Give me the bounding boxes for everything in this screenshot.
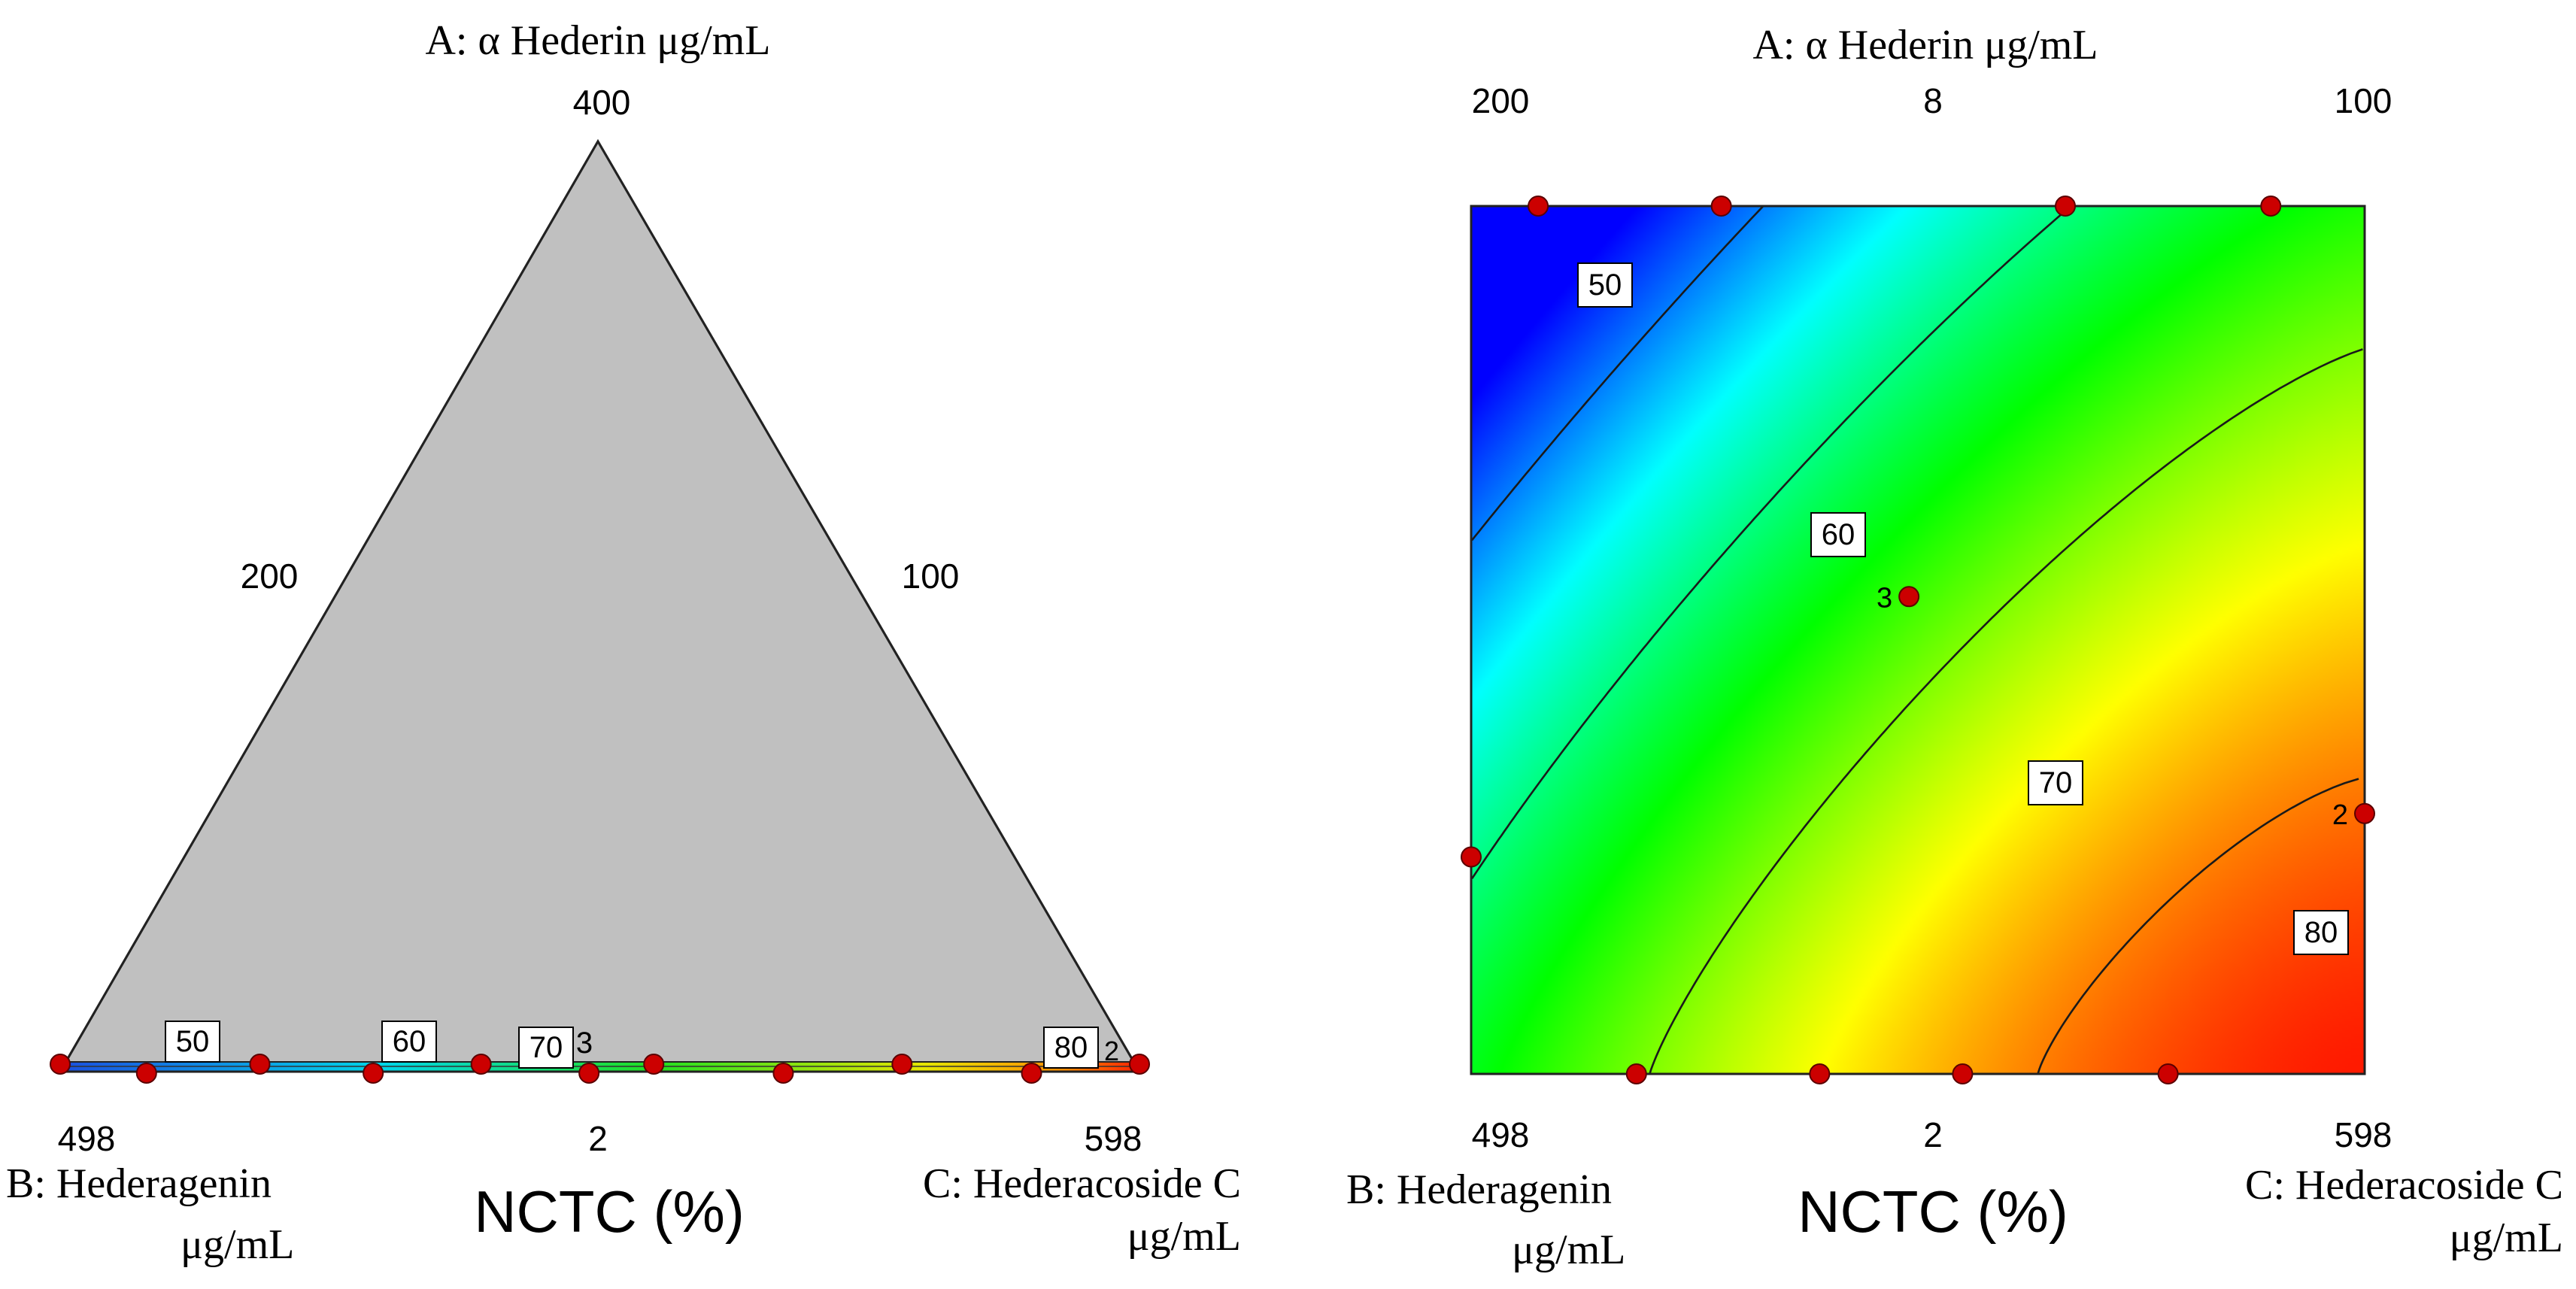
top-axis-label: A: α Hederin μg/mL — [1752, 22, 2098, 68]
vertex-c-label-line2: μg/mL — [1127, 1213, 1241, 1260]
contour-chart: A: α Hederin μg/mL 200 8 100 50 60 70 80… — [1346, 22, 2563, 1273]
ternary-design-point — [891, 1054, 913, 1075]
vertex-b-label-line1: B: Hederagenin — [6, 1160, 272, 1207]
contour-label-80: 80 — [2293, 910, 2349, 955]
svg-text:70: 70 — [2039, 766, 2073, 799]
bottom-tick-mid: 2 — [1923, 1115, 1943, 1154]
left-edge-tick-label: 200 — [241, 557, 299, 596]
ternary-point-label-2: 2 — [1104, 1036, 1119, 1066]
design-point — [1528, 196, 1549, 217]
ternary-design-points — [50, 1054, 1150, 1084]
b-axis-label-line2: μg/mL — [1512, 1227, 1625, 1273]
bottom-tick-left: 498 — [1472, 1115, 1530, 1154]
svg-text:60: 60 — [1822, 518, 1855, 551]
ternary-chart: A: α Hederin μg/mL 400 200 100 50 60 70 … — [6, 17, 1241, 1268]
contour-lines — [1471, 206, 2363, 1074]
design-point — [2157, 1063, 2179, 1084]
design-point-label: 2 — [2332, 799, 2348, 831]
contour-label-50: 50 — [1577, 262, 1633, 308]
ternary-design-point — [1129, 1054, 1150, 1075]
design-point — [2260, 196, 2282, 217]
bottom-mid-tick-label: 2 — [588, 1119, 608, 1158]
ternary-gray-region — [58, 139, 1142, 1073]
right-edge-tick-label: 100 — [902, 557, 960, 596]
design-points: 32 — [1461, 196, 2375, 1084]
svg-text:50: 50 — [176, 1025, 210, 1058]
ternary-design-point — [50, 1054, 71, 1075]
design-point — [1898, 586, 1920, 608]
bottom-left-tick-label: 498 — [58, 1119, 116, 1158]
ternary-design-point — [470, 1054, 492, 1075]
vertex-b-label-line2: μg/mL — [181, 1221, 294, 1268]
ternary-response-label: NCTC (%) — [474, 1178, 745, 1245]
ternary-design-point — [578, 1063, 600, 1084]
top-tick-mid: 8 — [1923, 81, 1943, 120]
ternary-design-point — [135, 1063, 157, 1084]
plot-border — [1470, 205, 2366, 1075]
ternary-design-point — [643, 1054, 665, 1075]
svg-text:70: 70 — [529, 1031, 563, 1064]
contour-line-50 — [1471, 206, 1764, 541]
ternary-design-point — [1021, 1063, 1042, 1084]
bottom-right-tick-label: 598 — [1085, 1119, 1142, 1158]
vertex-c-label-line1: C: Hederacoside C — [923, 1160, 1241, 1207]
b-axis-label-line1: B: Hederagenin — [1346, 1166, 1612, 1213]
design-point — [1710, 196, 1732, 217]
top-tick-right: 100 — [2335, 81, 2392, 120]
design-point — [2055, 196, 2077, 217]
svg-text:80: 80 — [1054, 1031, 1088, 1064]
svg-text:60: 60 — [393, 1025, 426, 1058]
ternary-point-label-3: 3 — [576, 1027, 593, 1060]
design-point — [1461, 846, 1482, 868]
ternary-design-point — [249, 1054, 271, 1075]
ternary-contour-label-70: 70 — [518, 1027, 574, 1069]
response-label: NCTC (%) — [1798, 1178, 2068, 1245]
ternary-border — [58, 139, 1142, 1073]
ternary-contour-label-50: 50 — [165, 1021, 220, 1063]
svg-text:80: 80 — [2304, 916, 2338, 949]
contour-line-80 — [2037, 778, 2359, 1074]
contour-label-70: 70 — [2028, 760, 2083, 805]
contour-line-60 — [1471, 206, 2072, 880]
contour-line-70 — [1649, 348, 2363, 1074]
contour-label-60: 60 — [1810, 512, 1866, 557]
design-point-label: 3 — [1877, 582, 1892, 614]
response-surface-heatmap — [1471, 206, 2365, 1074]
c-axis-label-line2: μg/mL — [2450, 1215, 2563, 1261]
design-point — [2354, 802, 2375, 824]
ternary-contour-label-80: 80 — [1043, 1027, 1099, 1069]
ternary-contour-label-60: 60 — [381, 1021, 437, 1063]
apex-tick-label: 400 — [573, 83, 631, 122]
svg-text:50: 50 — [1588, 268, 1622, 302]
bottom-tick-right: 598 — [2335, 1115, 2392, 1154]
top-tick-left: 200 — [1472, 81, 1530, 120]
vertex-a-label: A: α Hederin μg/mL — [425, 17, 770, 64]
design-point — [1952, 1063, 1974, 1084]
c-axis-label-line1: C: Hederacoside C — [2245, 1162, 2563, 1209]
ternary-design-point — [772, 1063, 794, 1084]
design-point — [1625, 1063, 1647, 1084]
design-point — [1809, 1063, 1831, 1084]
ternary-design-point — [363, 1063, 384, 1084]
